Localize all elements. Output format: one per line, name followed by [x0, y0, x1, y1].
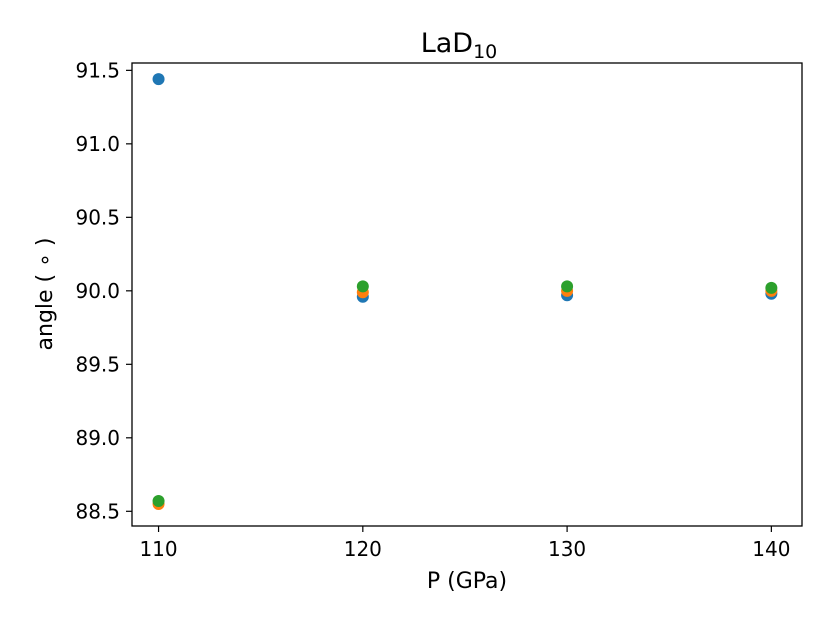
y-tick-label: 90.5: [75, 205, 120, 229]
x-tick-label: 140: [752, 537, 790, 561]
data-point-series-3: [356, 280, 369, 293]
y-tick-label: 89.5: [75, 352, 120, 376]
y-tick-label: 88.5: [75, 499, 120, 523]
data-point-series-3: [765, 281, 778, 294]
data-point-series-1: [152, 73, 165, 86]
y-axis-label: angle ( ∘ ): [33, 238, 58, 351]
plot-layer: 110 120 130 140 88.5 89.0 89.5 90.0 90.5 91.0 91.5: [75, 58, 790, 561]
x-tick-label: 110: [139, 537, 177, 561]
data-point-series-3: [152, 495, 165, 508]
plot-frame: [131, 62, 803, 527]
y-tick-label: 90.0: [75, 279, 120, 303]
y-tick-label: 91.5: [75, 58, 120, 82]
y-tick-label: 89.0: [75, 426, 120, 450]
x-tick-label: 130: [548, 537, 586, 561]
x-tick-label: 120: [344, 537, 382, 561]
x-axis-label: P (GPa): [427, 569, 507, 594]
chart-title: LaD10: [421, 28, 498, 63]
data-point-series-3: [561, 280, 574, 293]
y-tick-label: 91.0: [75, 132, 120, 156]
